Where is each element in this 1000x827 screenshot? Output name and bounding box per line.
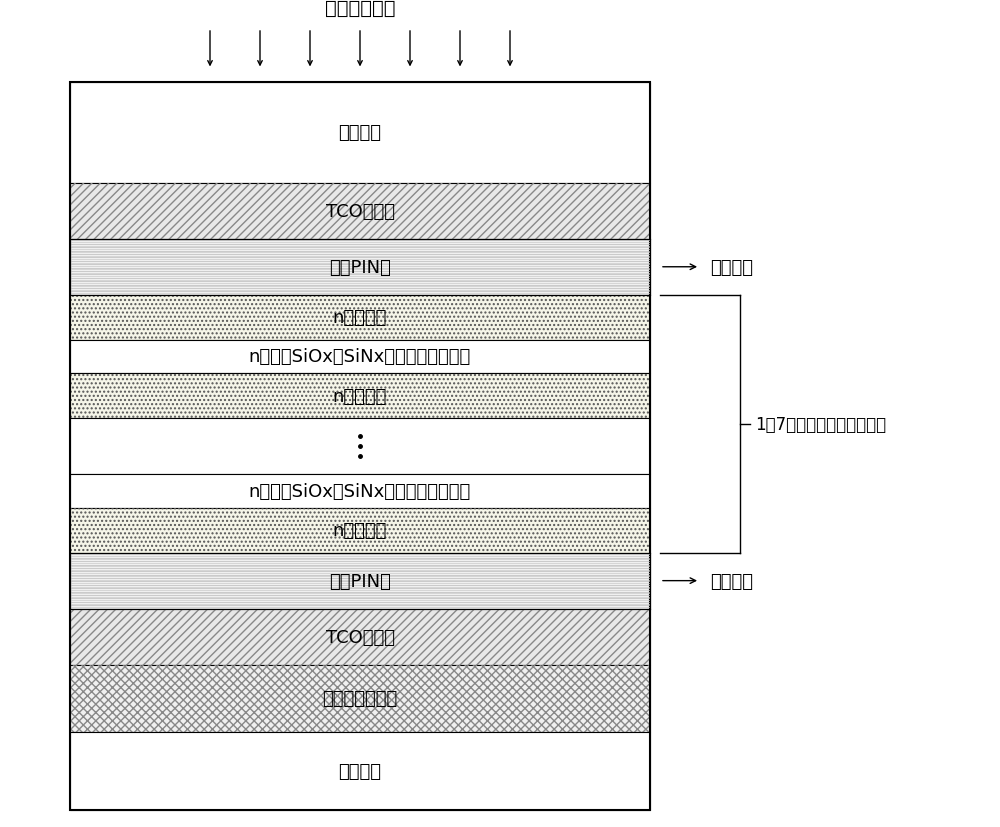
Bar	[70, 732, 650, 810]
Text: n型掉杂SiOx或SiNx层（中间反射层）: n型掉杂SiOx或SiNx层（中间反射层）	[249, 348, 471, 366]
Text: 后层PIN结: 后层PIN结	[329, 572, 391, 590]
Bar	[70, 374, 650, 418]
Text: 基板玛璃: 基板玛璃	[338, 124, 382, 142]
Bar	[70, 83, 650, 810]
Bar	[70, 609, 650, 665]
Text: 前层PIN结: 前层PIN结	[329, 259, 391, 276]
Text: TCO背电极: TCO背电极	[326, 628, 394, 646]
Bar	[70, 340, 650, 374]
Bar	[70, 665, 650, 732]
Text: 光线入射方向: 光线入射方向	[325, 0, 395, 17]
Text: 背反射封装材料: 背反射封装材料	[322, 690, 398, 707]
Bar	[70, 374, 650, 418]
Bar	[70, 475, 650, 508]
Bar	[70, 83, 650, 184]
Text: 1～7层复合中间反射层结构: 1～7层复合中间反射层结构	[755, 415, 886, 433]
Bar	[70, 609, 650, 665]
Text: n型掉杂层: n型掉杂层	[333, 308, 387, 327]
Bar	[70, 295, 650, 340]
Text: n型掉杂层: n型掉杂层	[333, 522, 387, 539]
Bar	[70, 240, 650, 295]
Text: 顶层电池: 顶层电池	[710, 259, 753, 276]
Bar	[70, 295, 650, 340]
Bar	[70, 665, 650, 732]
Text: TCO前电极: TCO前电极	[326, 203, 394, 221]
Text: 背板玛璃: 背板玛璃	[338, 762, 382, 780]
Text: n型掉杂SiOx或SiNx层（中间反射层）: n型掉杂SiOx或SiNx层（中间反射层）	[249, 482, 471, 500]
Bar	[70, 553, 650, 609]
Bar	[70, 508, 650, 553]
Bar	[70, 184, 650, 240]
Bar	[70, 508, 650, 553]
Text: 底层电池: 底层电池	[710, 572, 753, 590]
Text: n型掉杂层: n型掉杂层	[333, 387, 387, 405]
Bar	[70, 184, 650, 240]
Bar	[70, 418, 650, 475]
